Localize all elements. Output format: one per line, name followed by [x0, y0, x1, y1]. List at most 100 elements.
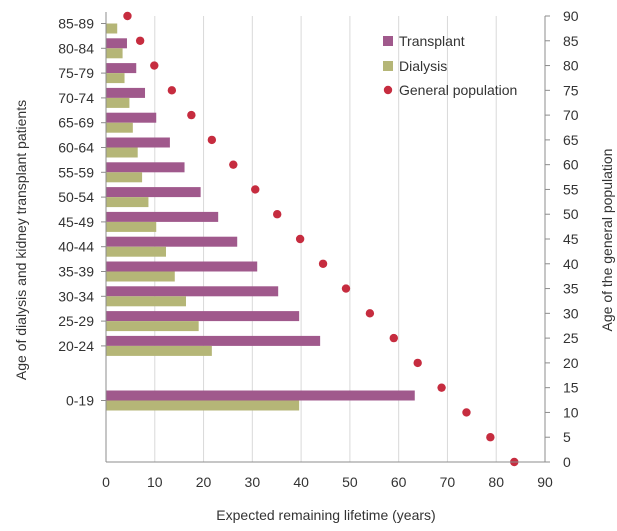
y-tick-label: 70-74 — [58, 90, 94, 106]
y2-tick-label: 5 — [563, 429, 571, 445]
legend-label-transplant: Transplant — [399, 33, 465, 49]
y2-tick-label: 30 — [563, 305, 579, 321]
dialysis-bar — [106, 172, 143, 183]
transplant-bar — [106, 137, 170, 148]
transplant-bar — [106, 187, 201, 198]
general-population-point — [462, 408, 471, 417]
y-tick-label: 0-19 — [66, 393, 94, 409]
dialysis-bar — [106, 296, 186, 307]
x-tick-label: 40 — [293, 474, 309, 490]
y-tick-label: 35-39 — [58, 264, 94, 280]
dialysis-bar — [106, 122, 133, 133]
x-tick-label: 10 — [147, 474, 163, 490]
general-population-point — [486, 433, 495, 442]
dialysis-bar — [106, 147, 138, 158]
legend-swatch-general-population — [383, 85, 393, 95]
y-tick-label: 60-64 — [58, 140, 94, 156]
y2-tick-label: 45 — [563, 231, 579, 247]
legend-label-general-population: General population — [399, 82, 517, 98]
dialysis-bar — [106, 97, 130, 108]
y2-tick-label: 60 — [563, 157, 579, 173]
general-population-point — [251, 185, 260, 194]
dialysis-bar — [106, 321, 199, 332]
bars — [106, 23, 415, 411]
general-population-point — [135, 36, 145, 45]
general-population-point — [295, 234, 305, 244]
y-tick-label: 80-84 — [58, 40, 94, 56]
legend-label-dialysis: Dialysis — [399, 58, 447, 74]
general-population-point — [123, 11, 132, 21]
transplant-bar — [106, 335, 321, 346]
y-tick-label: 25-29 — [58, 313, 94, 329]
y-tick-label: 75-79 — [58, 65, 94, 81]
transplant-bar — [106, 112, 157, 123]
general-population-point — [167, 86, 177, 95]
transplant-bar — [106, 390, 415, 401]
dialysis-bar — [106, 73, 125, 84]
y2-tick-label: 75 — [563, 82, 579, 98]
general-population-points — [123, 11, 519, 467]
axes: 0 10 20 30 40 50 60 70 80 90 0 5 10 15 20 25 30 35 40 45 50 5… — [58, 8, 579, 490]
dialysis-bar — [106, 48, 123, 59]
dialysis-bar — [106, 221, 157, 232]
dialysis-bar — [106, 197, 149, 208]
y2-tick-label: 15 — [563, 380, 579, 396]
dialysis-bar — [106, 23, 118, 34]
transplant-bar — [106, 63, 137, 74]
y2-tick-label: 90 — [563, 8, 579, 24]
dialysis-bar — [106, 246, 166, 257]
y-tick-label: 55-59 — [58, 164, 94, 180]
y-tick-label: 85-89 — [58, 16, 94, 32]
y2-tick-label: 20 — [563, 355, 579, 371]
x-tick-label: 80 — [488, 474, 504, 490]
y2-tick-label: 35 — [563, 281, 579, 297]
y-tick-label: 30-34 — [58, 288, 94, 304]
transplant-bar — [106, 311, 300, 322]
x-tick-label: 60 — [391, 474, 407, 490]
general-population-point — [413, 358, 422, 368]
y2-tick-label: 55 — [563, 181, 579, 197]
y-tick-label: 50-54 — [58, 189, 94, 205]
y2-axis-title: Age of the general population — [599, 149, 615, 332]
legend-swatch-dialysis — [383, 61, 393, 71]
y2-tick-label: 0 — [563, 454, 571, 470]
general-population-point — [365, 309, 375, 318]
x-tick-label: 30 — [245, 474, 261, 490]
y2-tick-label: 40 — [563, 256, 579, 272]
general-population-point — [318, 259, 328, 268]
y-tick-label: 45-49 — [58, 214, 94, 230]
transplant-bar — [106, 286, 279, 297]
y2-tick-label: 50 — [563, 206, 579, 222]
legend-swatch-transplant — [383, 36, 393, 46]
transplant-bar — [106, 87, 146, 98]
dialysis-bar — [106, 345, 212, 356]
x-tick-label: 0 — [102, 474, 110, 490]
general-population-point — [341, 284, 351, 293]
y2-tick-label: 65 — [563, 132, 579, 148]
x-tick-label: 20 — [196, 474, 212, 490]
y2-tick-label: 10 — [563, 404, 579, 420]
x-axis-title: Expected remaining lifetime (years) — [216, 507, 435, 523]
x-tick-label: 90 — [537, 474, 553, 490]
transplant-bar — [106, 261, 258, 272]
y2-tick-label: 70 — [563, 107, 579, 123]
y2-tick-label: 80 — [563, 58, 579, 74]
transplant-bar — [106, 38, 127, 49]
y2-tick-label: 25 — [563, 330, 579, 346]
dialysis-bar — [106, 271, 175, 282]
y2-tick-label: 85 — [563, 33, 579, 49]
general-population-point — [273, 210, 282, 219]
transplant-bar — [106, 211, 219, 222]
transplant-bar — [106, 162, 185, 173]
transplant-bar — [106, 236, 238, 247]
y-axis-title: Age of dialysis and kidney transplant pa… — [13, 100, 29, 380]
general-population-point — [207, 135, 217, 145]
general-population-point — [150, 61, 159, 70]
general-population-point — [229, 160, 238, 169]
general-population-point — [187, 110, 196, 120]
y-tick-label: 20-24 — [58, 338, 94, 354]
y-tick-label: 65-69 — [58, 115, 94, 131]
x-tick-label: 50 — [342, 474, 358, 490]
